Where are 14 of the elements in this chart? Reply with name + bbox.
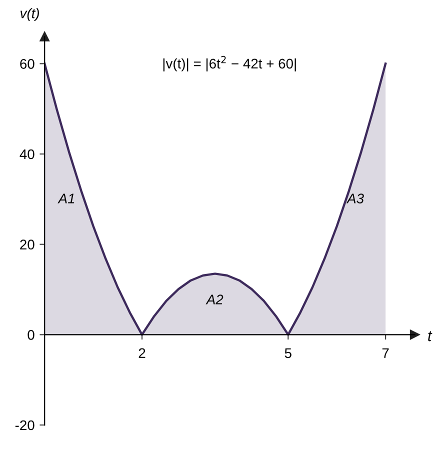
x-axis-title: t bbox=[428, 331, 432, 342]
annotation: A2 bbox=[206, 294, 224, 304]
y-tick-label: 60 bbox=[20, 58, 34, 69]
annotation: A3 bbox=[346, 194, 364, 204]
annotation: A1 bbox=[58, 194, 74, 204]
y-tick-label: 0 bbox=[28, 330, 34, 340]
y-tick-label: 20 bbox=[20, 240, 34, 250]
x-tick-label: 5 bbox=[284, 348, 292, 358]
x-tick-label: 7 bbox=[382, 348, 389, 358]
y-axis-title: v(t) bbox=[20, 8, 39, 22]
y-tick-label: 40 bbox=[20, 149, 34, 160]
x-tick-label: 2 bbox=[138, 348, 146, 358]
annotation: |v(t)| = |6t$^{2}$ − 42t + 60| bbox=[163, 56, 296, 72]
y-tick-label: -20 bbox=[15, 420, 34, 430]
